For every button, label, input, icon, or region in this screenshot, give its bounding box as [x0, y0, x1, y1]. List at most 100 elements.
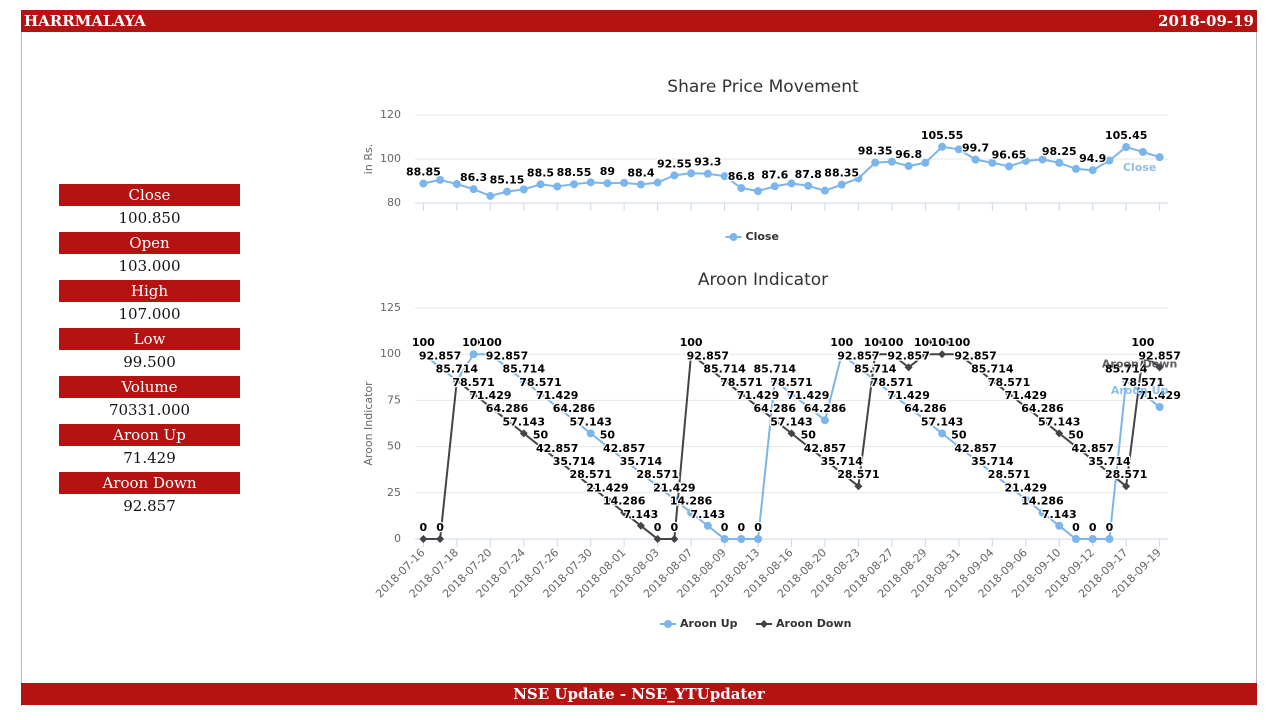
point	[603, 495, 612, 504]
point	[887, 157, 896, 166]
data-label: 85.15	[490, 174, 525, 187]
point	[770, 416, 779, 425]
data-label: 71.429	[536, 389, 578, 402]
point	[1021, 495, 1030, 504]
point	[687, 169, 696, 178]
data-label: 0	[1072, 521, 1080, 534]
data-label: 100	[1131, 336, 1154, 349]
data-label: 100	[947, 336, 970, 349]
point	[904, 363, 913, 372]
point	[452, 376, 461, 385]
stat-label: Volume	[59, 376, 240, 398]
point	[1055, 158, 1064, 167]
data-label: 64.286	[486, 402, 529, 415]
point	[569, 469, 578, 478]
data-label: 71.429	[469, 389, 511, 402]
point	[1105, 156, 1114, 165]
data-label: 50	[1068, 429, 1084, 442]
data-label: 78.571	[1122, 376, 1164, 389]
chart-title: Share Price Movement	[667, 77, 859, 97]
data-label: 105.45	[1105, 129, 1147, 142]
y-tick-label: 25	[387, 486, 401, 499]
data-label: 42.857	[804, 442, 846, 455]
point	[988, 158, 997, 167]
legend-label: Aroon Down	[776, 617, 851, 630]
point	[770, 182, 779, 191]
y-axis-label: in Rs.	[362, 144, 375, 174]
header-bar: HARRMALAYA 2018-09-19	[21, 10, 1257, 32]
data-label: 100	[864, 336, 887, 349]
point	[586, 429, 595, 438]
data-label: 99.7	[962, 142, 989, 155]
data-label: 35.714	[820, 455, 863, 468]
point	[1055, 521, 1064, 530]
point	[971, 155, 980, 164]
point	[486, 350, 495, 359]
data-label: 0	[654, 521, 662, 534]
point	[1071, 442, 1080, 451]
point	[820, 416, 829, 425]
point	[737, 184, 746, 193]
data-label: 50	[533, 429, 549, 442]
y-tick-label: 0	[394, 532, 401, 545]
data-label: 42.857	[1071, 442, 1113, 455]
stat-label: Open	[59, 232, 240, 254]
data-label: 88.55	[557, 166, 592, 179]
point	[754, 535, 763, 543]
point	[754, 402, 763, 411]
data-label: 100	[680, 336, 703, 349]
point	[1138, 147, 1147, 156]
point	[419, 535, 428, 543]
point	[871, 158, 880, 167]
point	[804, 442, 813, 451]
point	[820, 455, 829, 464]
point	[620, 178, 629, 187]
point	[1122, 482, 1131, 491]
point	[636, 180, 645, 189]
data-label: 42.857	[954, 442, 996, 455]
data-label: 50	[600, 429, 616, 442]
data-label: 100	[880, 336, 903, 349]
point	[938, 350, 947, 359]
data-label: 100	[914, 336, 937, 349]
data-label: 57.143	[503, 415, 545, 428]
data-label: 85.714	[854, 363, 897, 376]
y-axis-label: Aroon Indicator	[362, 381, 375, 466]
data-label: 14.286	[1021, 495, 1064, 508]
data-label: 0	[420, 521, 428, 534]
stat-label: Close	[59, 184, 240, 206]
data-label: 92.857	[687, 349, 729, 362]
y-tick-label: 100	[380, 152, 401, 165]
stat-value: 100.850	[118, 209, 181, 227]
point	[503, 416, 512, 425]
point	[586, 178, 595, 187]
data-label: 64.286	[804, 402, 847, 415]
point	[720, 376, 729, 385]
data-label: 0	[754, 521, 762, 534]
point	[703, 521, 712, 530]
point	[1138, 350, 1147, 359]
data-label: 94.9	[1079, 152, 1106, 165]
point	[720, 172, 729, 181]
data-label: 86.8	[728, 170, 755, 183]
data-label: 71.429	[887, 389, 929, 402]
stats-panel: Close 100.850 Open 103.000 High 107.000 Low 99.…	[59, 184, 240, 520]
point	[871, 376, 880, 385]
point	[804, 402, 813, 411]
point	[569, 416, 578, 425]
point	[436, 535, 445, 543]
point	[854, 363, 863, 372]
point	[1138, 389, 1147, 398]
stat-value: 71.429	[123, 449, 176, 467]
point	[436, 363, 445, 372]
data-label: 105.55	[921, 129, 963, 142]
stat-label: Aroon Down	[59, 472, 240, 494]
data-label: 85.714	[1105, 363, 1148, 376]
point	[503, 363, 512, 372]
point	[1088, 535, 1097, 543]
data-label: 92.857	[1138, 349, 1180, 362]
point	[887, 389, 896, 398]
point	[1038, 416, 1047, 425]
data-label: 14.286	[670, 495, 713, 508]
